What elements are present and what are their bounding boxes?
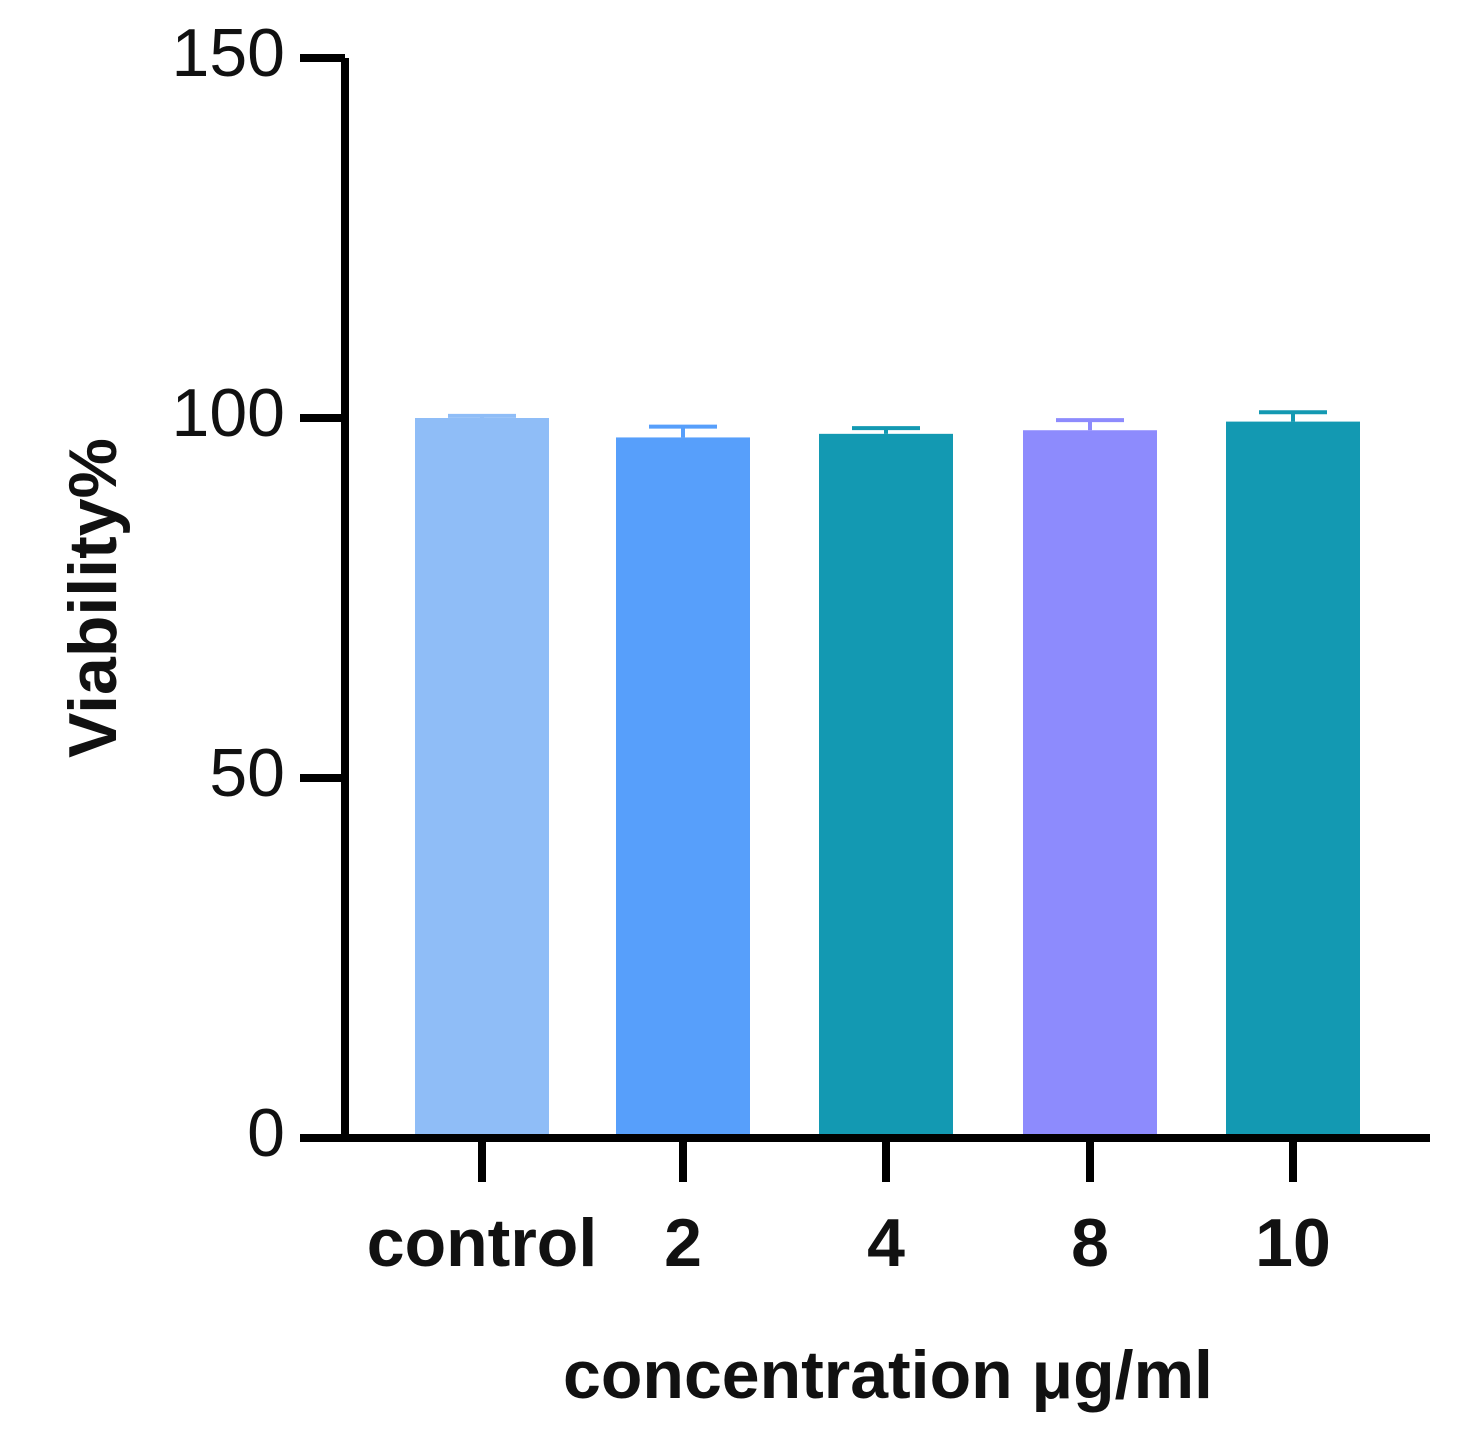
bar-8 xyxy=(1023,430,1157,1138)
y-axis-title: Viability% xyxy=(55,438,131,758)
y-tick-label-0: 0 xyxy=(247,1095,285,1171)
bars-group xyxy=(415,418,1360,1139)
x-ticks-group: control 2 4 8 10 xyxy=(367,1138,1331,1281)
error-bars-group xyxy=(448,410,1327,438)
bar-4 xyxy=(819,433,953,1139)
axes-group xyxy=(300,58,1430,1142)
x-tick-label-10: 10 xyxy=(1255,1205,1331,1281)
x-tick-label-control: control xyxy=(367,1205,597,1281)
bar-control xyxy=(415,418,549,1138)
x-tick-label-8: 8 xyxy=(1071,1205,1109,1281)
x-tick-label-4: 4 xyxy=(867,1205,905,1281)
y-tick-label-100: 100 xyxy=(172,375,285,451)
y-tick-label-150: 150 xyxy=(172,15,285,91)
bar-10 xyxy=(1226,421,1360,1139)
x-axis-title: concentration μg/ml xyxy=(563,1337,1213,1413)
x-tick-label-2: 2 xyxy=(664,1205,702,1281)
y-tick-label-50: 50 xyxy=(209,735,285,811)
y-ticks-group: 0 50 100 150 xyxy=(172,15,345,1171)
bar-2 xyxy=(616,437,750,1138)
